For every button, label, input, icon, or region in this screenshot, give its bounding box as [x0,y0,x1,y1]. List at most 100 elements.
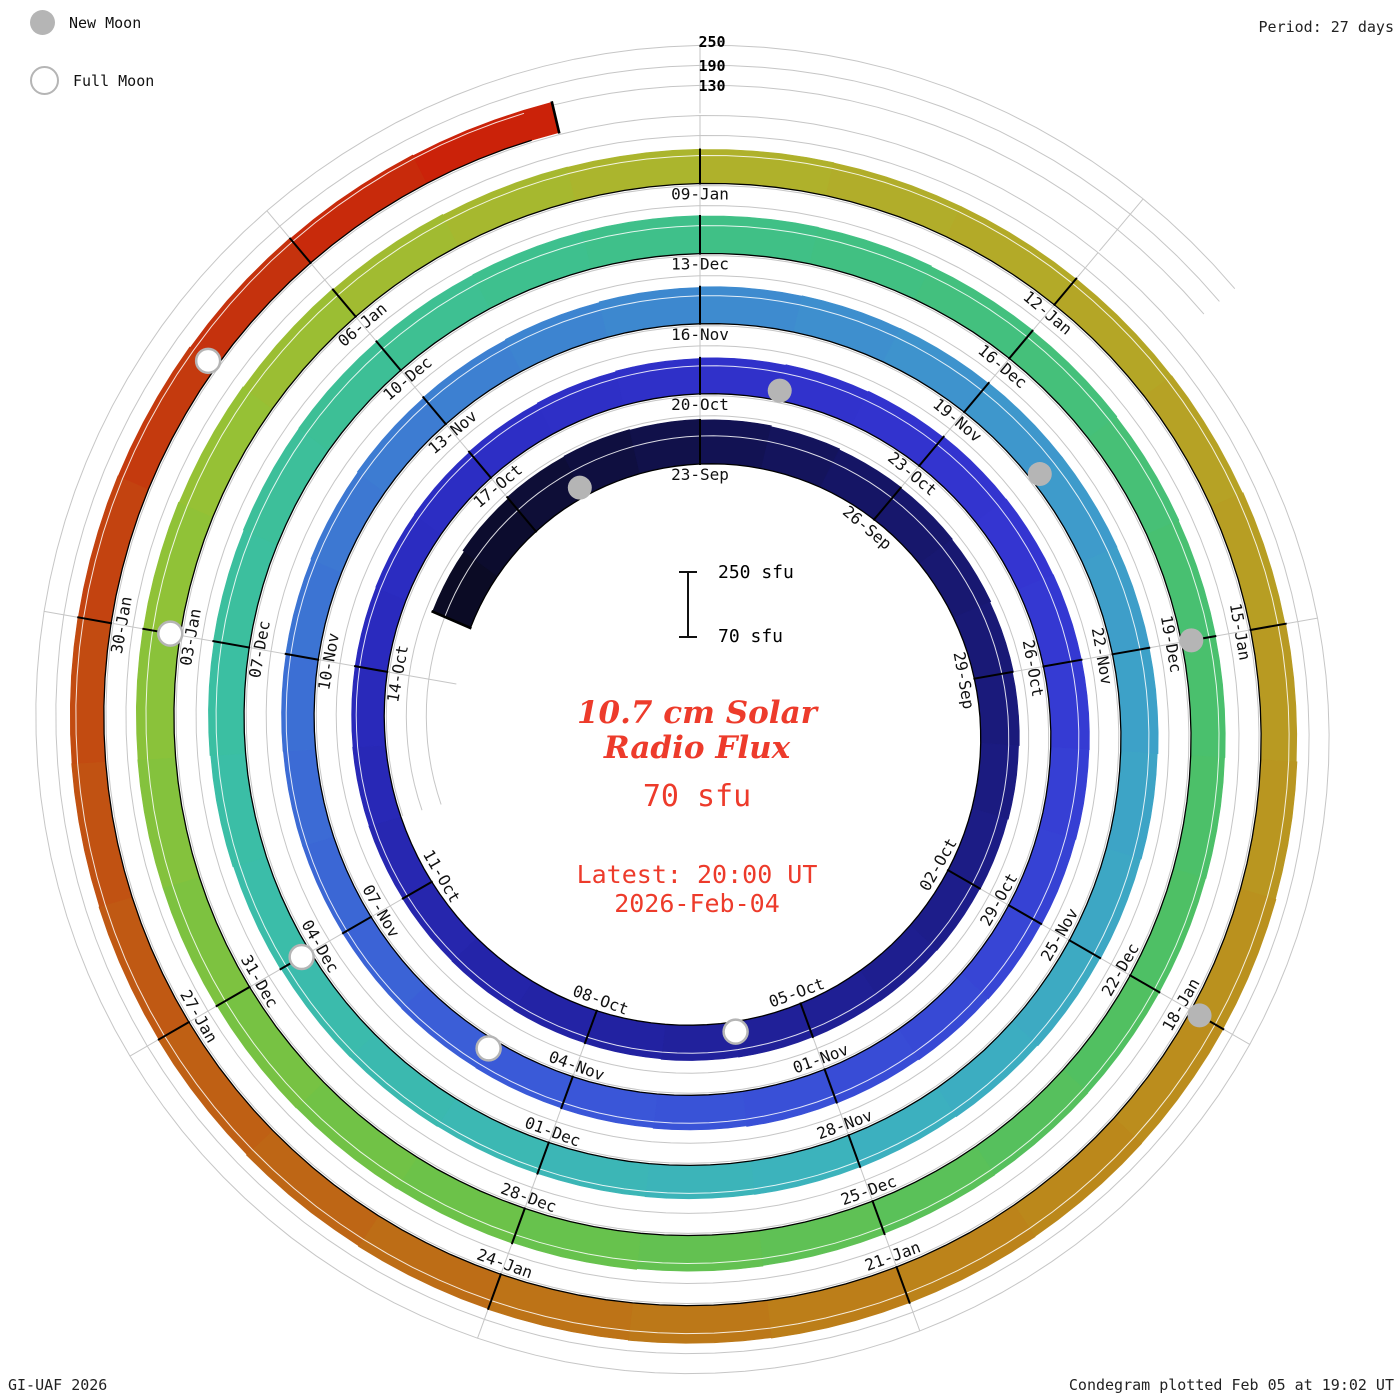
new-moon-marker [1179,628,1204,653]
segment-tick [467,450,493,480]
flux-bar-segment [1105,751,1158,860]
chart-title: 10.7 cm Solar Radio Flux [347,696,1047,766]
new-moon-marker [1187,1003,1212,1028]
flux-bar-segment [487,1273,634,1341]
segment-tick [375,340,403,372]
period-label: Period: 27 days [1258,18,1394,36]
segment-tick [1007,903,1043,926]
flux-bar-segment [375,514,442,601]
flux-bar-segment [71,761,133,908]
gridline-arc-190-sfu [55,64,1310,1355]
segment-tick [1111,646,1151,656]
scalebar-min-label: 70 sfu [718,626,784,647]
segment-tick [215,985,251,1008]
flux-bar-segment [824,1028,919,1104]
segment-tick [505,495,538,533]
segment-tick [1052,277,1078,307]
current-flux-value: 70 sfu [642,779,752,814]
chart-title-line2: Radio Flux [603,730,791,766]
flux-bar-segment [1210,492,1286,631]
segment-tick [583,1009,599,1045]
full-moon-marker [475,1035,502,1062]
latest-time-line: Latest: 20:00 UT [576,860,818,889]
new-moon-marker [567,475,592,500]
segment-tick [157,1020,191,1041]
segment-tick [1068,938,1102,960]
flux-bar-segment [766,1266,910,1339]
radial-scale-130: 130 [698,77,726,95]
segment-tick [823,1068,838,1104]
full-moon-icon [30,66,59,95]
radial-gridline [389,671,457,685]
new-moon-marker [767,378,792,403]
moon-markers [157,347,1212,1062]
segment-tick [917,435,945,468]
flux-bar-segment [282,749,334,847]
segment-tick [353,665,389,674]
segment-tick [288,237,313,265]
gridline-arc-250-sfu [35,44,1330,1375]
flux-bar-segment [396,1156,526,1244]
segment-tick [560,1075,575,1110]
flux-bar-segment [793,295,901,363]
flux-bar-segment [627,1299,772,1344]
new-moon-marker [1027,462,1052,487]
scalebar-max-label: 250 sfu [718,562,794,583]
segment-tick [510,1207,527,1245]
latest-reading: Latest: 20:00 UT 2026-Feb-04 [347,860,1047,918]
flux-bar-segment [636,1230,764,1272]
full-moon-marker [288,943,315,971]
flux-bar-segment [512,1208,642,1270]
spiral-baseline [103,139,1262,1307]
credit-left: GI-UAF 2026 [8,1376,108,1394]
new-moon-label: New Moon [69,13,142,32]
spiral-generated-content: 23-Sep26-Sep29-Sep02-Oct05-Oct08-Oct11-O… [35,44,1330,1375]
flux-bar-segment [914,266,1034,359]
segment-tick [871,1199,886,1236]
segment-tick [421,395,448,426]
segment-tick [212,640,251,649]
radial-gridline [1099,198,1144,252]
radial-scale-250: 250 [698,33,726,51]
flux-bar-segment [652,1091,747,1131]
flux-bar-segment [1173,755,1225,879]
segment-tick [1042,658,1083,668]
segment-tick [973,670,1014,680]
flux-bar-segment [1146,520,1217,643]
segment-tick [77,616,113,625]
flux-bar-segment [848,1087,957,1168]
flux-bar-segment [208,640,250,756]
segment-tick [895,1265,911,1304]
flux-bar-segment [412,101,560,184]
legend-full-moon: Full Moon [30,66,154,95]
segment-tick [1128,973,1161,994]
flux-bar-segment [349,1033,457,1127]
full-moon-marker [194,347,222,375]
flux-scale-bar [679,571,697,638]
segment-tick [536,1141,551,1175]
flux-bar-segment [809,227,932,300]
date-label: 23-Sep [671,465,729,484]
flux-bar-segment [699,419,772,469]
flux-bar-segment [1240,759,1298,900]
baseline-arc [103,139,1262,1307]
chart-title-line1: 10.7 cm Solar [576,695,818,731]
segment-tick [799,1002,815,1039]
flux-bar-segment [537,1142,650,1197]
full-moon-marker [722,1018,749,1045]
flux-bar-segment [750,1134,861,1195]
segment-tick [962,381,991,414]
segment-tick [550,101,561,134]
flux-bar-segment [936,1021,1038,1118]
segment-tick [486,1273,503,1311]
segment-tick [431,610,472,630]
segment-tick [401,880,434,900]
segment-tick [1007,329,1034,360]
flux-bar-segment [742,1068,838,1127]
flux-bar-segment [242,427,330,546]
segment-tick [946,868,982,890]
segment-tick [341,915,373,935]
full-moon-label: Full Moon [73,71,155,90]
